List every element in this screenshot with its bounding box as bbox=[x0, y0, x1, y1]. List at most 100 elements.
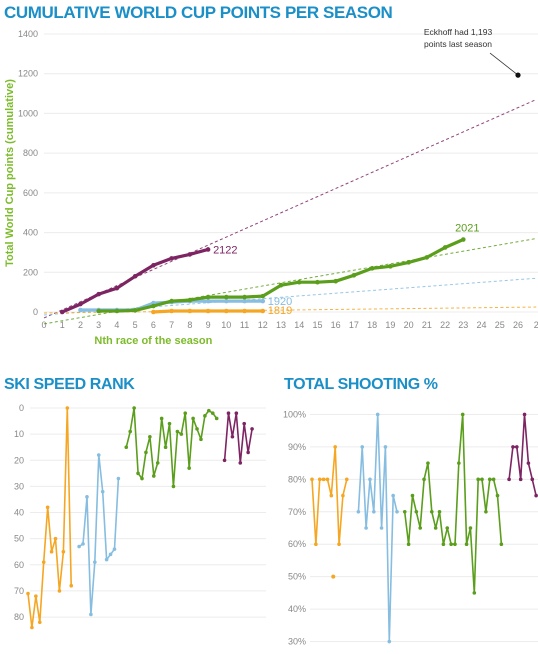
data-point bbox=[144, 450, 148, 455]
x-tick-label: 1 bbox=[60, 320, 65, 330]
x-tick-label: 2 bbox=[78, 320, 83, 330]
data-point bbox=[199, 437, 203, 442]
x-tick-label: 15 bbox=[312, 320, 322, 330]
data-point bbox=[296, 279, 302, 285]
y-tick-label: 20 bbox=[14, 455, 24, 465]
data-point bbox=[155, 461, 160, 465]
x-tick-label: 0 bbox=[41, 320, 46, 330]
x-tick-label: 7 bbox=[169, 320, 174, 330]
data-point bbox=[333, 445, 337, 449]
data-point bbox=[148, 434, 152, 439]
data-point bbox=[187, 308, 193, 314]
data-point bbox=[96, 291, 101, 297]
x-tick-label: 16 bbox=[331, 320, 341, 330]
data-point bbox=[205, 294, 211, 300]
y-tick-label: 1000 bbox=[18, 108, 38, 118]
data-point bbox=[461, 237, 466, 242]
data-point bbox=[344, 477, 349, 482]
data-point bbox=[114, 308, 120, 314]
data-point bbox=[375, 412, 380, 417]
data-point bbox=[224, 308, 229, 314]
data-point bbox=[522, 412, 527, 417]
x-tick-label: 26 bbox=[513, 320, 523, 330]
data-point bbox=[214, 416, 219, 421]
data-point bbox=[391, 493, 395, 498]
data-point bbox=[453, 542, 457, 547]
data-point bbox=[226, 411, 231, 416]
data-point bbox=[203, 414, 207, 418]
x-tick-label: 25 bbox=[495, 320, 505, 330]
ski-series-line bbox=[125, 407, 218, 488]
data-point bbox=[457, 461, 461, 465]
x-tick-label: 13 bbox=[276, 320, 286, 330]
shooting-series-line bbox=[403, 413, 503, 594]
data-point bbox=[132, 308, 138, 313]
data-point bbox=[205, 247, 211, 252]
y-tick-label: 1200 bbox=[18, 69, 38, 79]
ski-series-line bbox=[27, 407, 72, 629]
data-point bbox=[445, 526, 450, 530]
data-point bbox=[230, 434, 235, 439]
data-point bbox=[518, 477, 523, 482]
y-tick-label: 200 bbox=[23, 267, 38, 277]
data-point bbox=[151, 303, 156, 309]
data-point bbox=[314, 542, 318, 547]
data-point bbox=[484, 509, 488, 514]
data-point bbox=[491, 477, 496, 482]
data-point bbox=[59, 309, 65, 315]
data-point bbox=[368, 477, 372, 482]
shooting-series-line bbox=[311, 446, 348, 545]
data-point bbox=[169, 308, 174, 314]
data-point bbox=[112, 547, 117, 551]
data-point bbox=[337, 542, 341, 547]
data-point bbox=[364, 526, 368, 530]
y-tick-label: 600 bbox=[23, 188, 38, 198]
data-point bbox=[96, 308, 101, 314]
data-point bbox=[278, 282, 284, 288]
x-tick-label: 24 bbox=[477, 320, 487, 330]
data-point bbox=[331, 574, 336, 579]
data-point bbox=[37, 620, 42, 625]
x-tick-label: 8 bbox=[187, 320, 192, 330]
data-point bbox=[136, 471, 140, 476]
data-point bbox=[464, 542, 469, 547]
data-point bbox=[414, 509, 419, 514]
y-tick-label: 40 bbox=[14, 508, 24, 518]
data-point bbox=[487, 477, 492, 482]
data-point bbox=[424, 255, 430, 260]
series-label-1920: 1920 bbox=[268, 296, 292, 308]
y-tick-label: 30% bbox=[288, 637, 306, 647]
data-point bbox=[171, 484, 176, 489]
shooting-series-line bbox=[508, 413, 537, 497]
data-point bbox=[207, 408, 211, 413]
data-point bbox=[167, 421, 172, 426]
ski-speed-chart: 0 10 20 30 40 50 60 70 80 bbox=[14, 403, 266, 630]
y-tick-label: 0 bbox=[19, 403, 24, 413]
data-point bbox=[329, 493, 334, 498]
data-point bbox=[422, 477, 426, 482]
data-point bbox=[100, 489, 105, 494]
data-point bbox=[187, 252, 193, 257]
data-point bbox=[383, 445, 388, 449]
data-point bbox=[179, 432, 184, 436]
data-point bbox=[410, 493, 415, 498]
y-tick-label: 60% bbox=[288, 539, 306, 549]
data-point bbox=[246, 450, 250, 455]
shooting-series-line bbox=[357, 413, 398, 643]
data-point bbox=[238, 461, 243, 465]
y-tick-label: 70% bbox=[288, 507, 306, 517]
y-tick-label: 800 bbox=[23, 148, 38, 158]
data-point bbox=[104, 557, 109, 562]
data-point bbox=[315, 279, 320, 285]
data-point bbox=[49, 549, 54, 554]
data-point bbox=[124, 445, 129, 449]
data-point bbox=[93, 560, 97, 564]
data-point bbox=[242, 294, 247, 300]
y-tick-label: 80% bbox=[288, 474, 306, 484]
y-tick-label: 40% bbox=[288, 604, 306, 614]
data-point bbox=[530, 477, 535, 482]
data-point bbox=[387, 639, 392, 644]
data-point bbox=[151, 309, 156, 315]
data-point bbox=[356, 509, 361, 514]
